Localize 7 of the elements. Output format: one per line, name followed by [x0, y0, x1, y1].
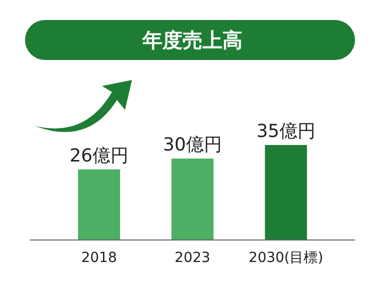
x-tick-label: 2018: [81, 250, 117, 266]
data-label: 26億円: [70, 145, 129, 166]
data-label: 35億円: [256, 121, 316, 142]
x-tick-label: 2023: [174, 250, 210, 266]
x-tick-label: 2030(目標): [248, 250, 324, 266]
chart-title: 年度売上高: [142, 28, 242, 52]
data-label: 30億円: [163, 134, 222, 156]
